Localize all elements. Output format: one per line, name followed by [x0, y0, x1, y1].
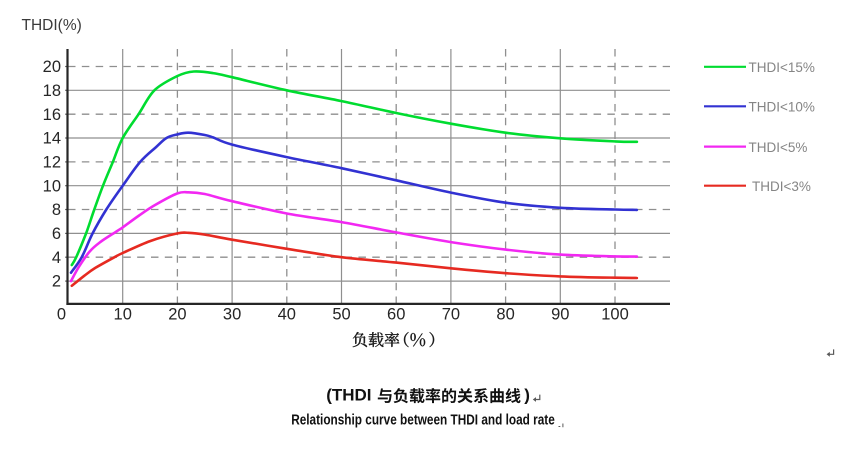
- svg-text:20: 20: [168, 306, 186, 324]
- svg-text:12: 12: [43, 154, 61, 172]
- svg-text:2: 2: [52, 273, 61, 291]
- svg-text:THDI<3%: THDI<3%: [752, 179, 811, 194]
- svg-text:THDI(%): THDI(%): [22, 17, 82, 34]
- svg-text:): ): [524, 386, 530, 405]
- svg-text:8: 8: [52, 201, 61, 219]
- svg-text:70: 70: [442, 306, 460, 324]
- svg-text:90: 90: [551, 306, 569, 324]
- svg-text:THDI<10%: THDI<10%: [749, 100, 815, 115]
- svg-text:18: 18: [43, 82, 61, 100]
- svg-text:10: 10: [114, 306, 132, 324]
- svg-text:6: 6: [52, 225, 61, 243]
- svg-text:50: 50: [332, 306, 350, 324]
- svg-text:30: 30: [223, 306, 241, 324]
- svg-text:14: 14: [43, 130, 61, 148]
- svg-text:THDI<5%: THDI<5%: [749, 140, 808, 155]
- svg-text:80: 80: [496, 306, 514, 324]
- svg-text:10: 10: [43, 177, 61, 195]
- svg-text:Relationship curve between THD: Relationship curve between THDI and load…: [291, 412, 555, 429]
- svg-text:0: 0: [57, 306, 66, 324]
- svg-text:40: 40: [278, 306, 296, 324]
- svg-text:4: 4: [52, 249, 61, 267]
- svg-text:60: 60: [387, 306, 405, 324]
- svg-text:16: 16: [43, 106, 61, 124]
- svg-text:20: 20: [43, 58, 61, 76]
- svg-text:(THDI: (THDI: [326, 386, 371, 405]
- svg-text:100: 100: [601, 306, 629, 324]
- svg-text:THDI<15%: THDI<15%: [749, 60, 815, 75]
